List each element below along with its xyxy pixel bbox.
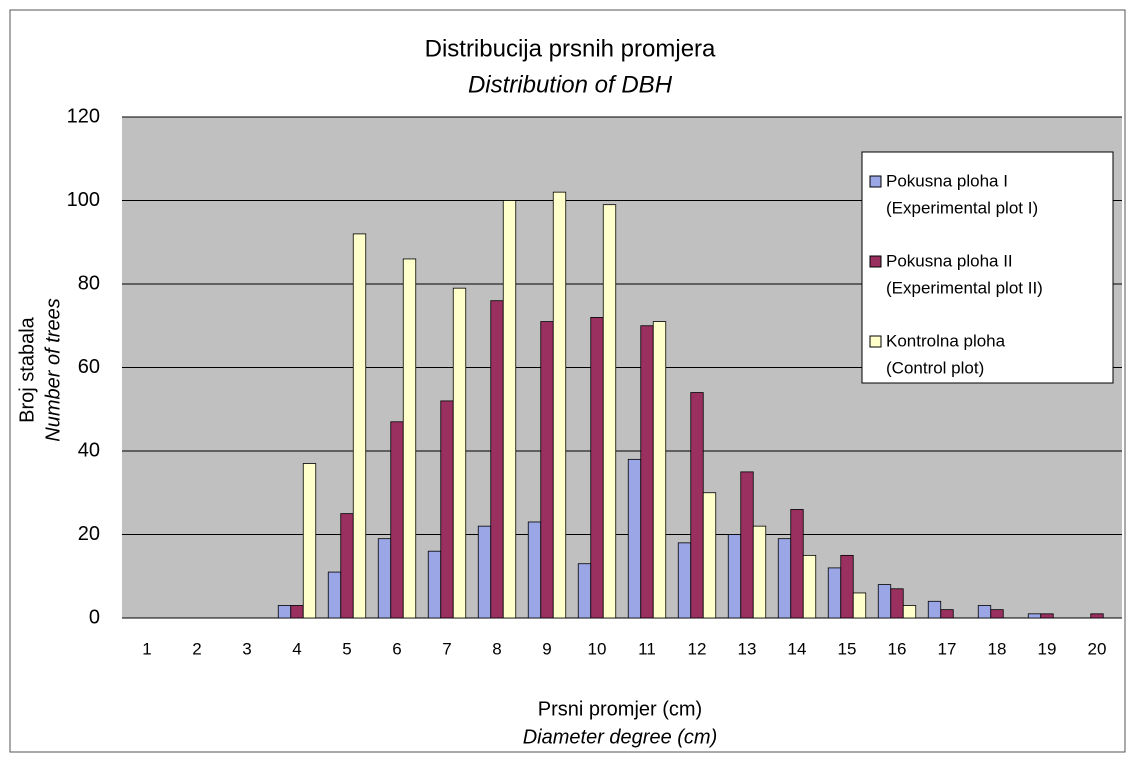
x-tick-label: 17 [938,639,957,658]
x-tick-label: 4 [292,639,301,658]
x-axis-label: Diameter degree (cm) [523,726,718,748]
legend-label: (Control plot) [886,358,984,377]
y-axis-label: Broj stabala [16,316,38,422]
chart-title: Distribucija prsnih promjera [425,35,716,62]
bar [427,550,442,619]
bar [877,584,892,619]
chart-subtitle: Distribution of DBH [468,71,673,98]
y-tick-label: 0 [89,606,100,628]
y-tick-label: 20 [78,523,100,545]
x-tick-label: 11 [638,639,656,658]
bar [790,509,804,619]
x-tick-label: 2 [192,639,201,658]
bar [627,458,642,619]
legend-swatch [869,175,882,188]
bar [440,400,454,619]
y-tick-label: 120 [67,105,100,127]
bar [452,287,467,619]
bar [977,605,992,619]
legend-box [861,151,1114,384]
bar [727,534,742,619]
y-tick-label: 60 [78,356,100,378]
bar [640,325,654,619]
bar [377,538,392,619]
x-axis-label: Prsni promjer (cm) [538,698,702,720]
y-tick-label: 100 [67,189,100,211]
bar [777,538,792,619]
bar [652,321,667,619]
bar [527,521,542,619]
x-tick-label: 16 [888,639,907,658]
bar [990,609,1004,619]
bar [340,513,354,619]
bar [840,554,854,619]
bar [852,592,867,619]
bar [477,525,492,619]
x-tick-label: 8 [492,639,501,658]
legend-label: (Experimental plot II) [886,278,1043,297]
legend-swatch [869,335,882,348]
bar [402,258,417,619]
x-tick-label: 6 [392,639,401,658]
bar [827,567,842,619]
y-tick-label: 80 [78,272,100,294]
bar [390,421,404,619]
bar [577,563,592,619]
x-tick-label: 9 [542,639,551,658]
bar [1027,613,1042,619]
x-tick-label: 20 [1088,639,1107,658]
x-tick-label: 3 [242,639,251,658]
bar [502,200,517,619]
bar [302,463,317,619]
bar [490,300,504,619]
bar [740,471,754,619]
bar [327,571,342,619]
bar [1090,613,1104,619]
bar [552,191,567,619]
legend-label: Kontrolna ploha [886,331,1006,350]
x-tick-label: 7 [442,639,451,658]
x-tick-label: 14 [788,639,807,658]
bar [752,525,767,619]
bar [677,542,692,619]
bar [602,204,617,619]
bar [1040,613,1054,619]
y-tick-label: 40 [78,439,100,461]
x-tick-label: 19 [1038,639,1057,658]
x-tick-label: 12 [688,639,707,658]
x-tick-label: 18 [988,639,1007,658]
x-tick-label: 15 [838,639,857,658]
x-tick-label: 13 [738,639,757,658]
bar [702,492,717,619]
legend-label: (Experimental plot I) [886,198,1038,217]
bar [290,605,304,619]
x-tick-label: 5 [342,639,351,658]
legend-swatch [869,255,882,268]
legend-label: Pokusna ploha I [886,171,1008,190]
bar [802,554,817,619]
x-tick-label: 1 [142,639,151,658]
bar [352,233,367,619]
bar [927,600,942,619]
bar [590,316,604,619]
bar [890,588,904,619]
bar [940,609,954,619]
bar [690,392,704,619]
bar [277,605,292,619]
x-tick-label: 10 [588,639,607,658]
bar [902,605,917,619]
bar [540,321,554,619]
legend-label: Pokusna ploha II [886,251,1013,270]
y-axis-label: Number of trees [42,298,64,441]
